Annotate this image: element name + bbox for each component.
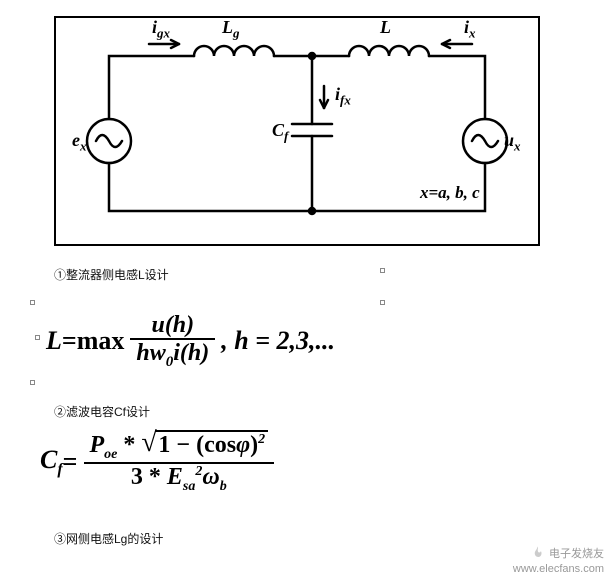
formula-Cf: Cf = Poe * √1 − (cosφ)2 3 * Esa2ωb xyxy=(40,430,280,494)
section-3: ③网侧电感Lg的设计 xyxy=(54,530,163,547)
label-ifx: ifx xyxy=(335,84,351,109)
label-ux: ux xyxy=(504,130,521,155)
formula-L: L = max u(h) hw0i(h) , h = 2,3,... xyxy=(46,312,335,371)
marker-icon xyxy=(380,268,385,273)
label-Lg: Lg xyxy=(222,17,240,42)
marker-icon xyxy=(30,380,35,385)
marker-icon xyxy=(35,335,40,340)
section-2: ②滤波电容Cf设计 xyxy=(54,403,150,420)
marker-icon xyxy=(30,300,35,305)
marker-icon xyxy=(380,300,385,305)
section-1: ①整流器侧电感L设计 xyxy=(54,266,169,283)
label-ix: ix xyxy=(464,17,476,42)
flame-icon xyxy=(528,545,546,563)
label-ex: ex xyxy=(72,130,87,155)
label-phase: x=a, b, c xyxy=(420,183,480,203)
label-igx: igx xyxy=(152,17,170,42)
circuit-diagram xyxy=(54,16,540,246)
label-L: L xyxy=(380,17,391,38)
watermark: 电子发烧友 www.elecfans.com xyxy=(513,545,604,575)
label-Cf: Cf xyxy=(272,120,288,145)
